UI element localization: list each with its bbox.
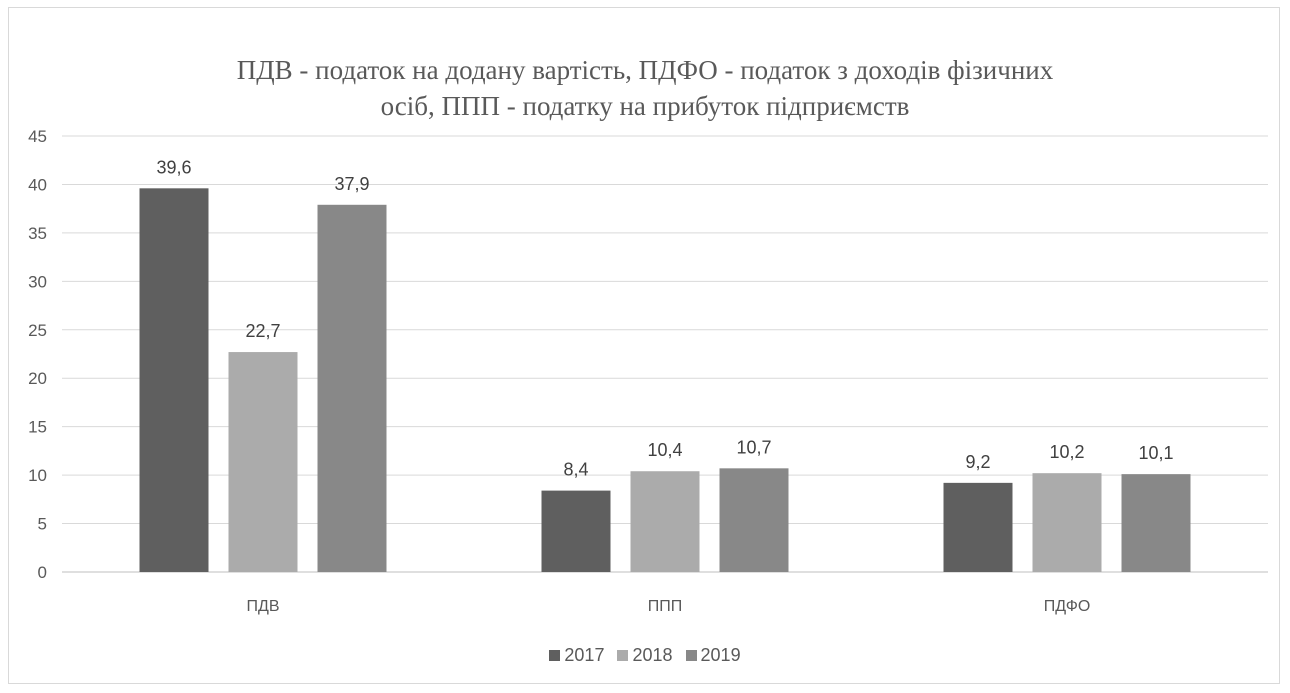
data-label: 10,4 — [647, 440, 682, 460]
bar-2017-ПДФО — [943, 482, 1013, 572]
data-label: 39,6 — [156, 157, 191, 177]
data-label: 10,1 — [1138, 443, 1173, 463]
data-label: 37,9 — [334, 174, 369, 194]
y-tick-label: 15 — [28, 418, 47, 437]
data-label: 9,2 — [965, 452, 990, 472]
bar-2019-ПДВ — [317, 204, 387, 572]
data-label: 22,7 — [245, 321, 280, 341]
data-label: 8,4 — [563, 460, 588, 480]
legend-swatch-2018 — [617, 650, 629, 661]
y-tick-label: 30 — [28, 272, 47, 291]
legend-item-2019: 2019 — [685, 645, 741, 666]
bar-2019-ППП — [719, 468, 789, 572]
bar-2018-ППП — [630, 471, 700, 572]
legend: 2017 2018 2019 — [0, 645, 1290, 666]
bar-2018-ПДВ — [228, 352, 298, 572]
y-tick-label: 10 — [28, 466, 47, 485]
data-label: 10,2 — [1049, 442, 1084, 462]
x-category-label: ПДВ — [246, 598, 279, 615]
legend-swatch-2019 — [685, 650, 697, 661]
legend-item-2017: 2017 — [549, 645, 604, 666]
x-category-label: ППП — [648, 598, 683, 615]
legend-label-2017: 2017 — [564, 645, 605, 665]
bar-2018-ПДФО — [1032, 473, 1102, 572]
y-tick-label: 0 — [38, 563, 47, 582]
y-tick-label: 25 — [28, 321, 47, 340]
chart-title: ПДВ - податок на додану вартість, ПДФО -… — [0, 52, 1290, 124]
legend-label-2018: 2018 — [632, 645, 673, 665]
y-tick-label: 45 — [28, 127, 47, 146]
x-category-label: ПДФО — [1044, 598, 1091, 615]
legend-swatch-2017 — [549, 650, 561, 661]
chart-title-line-2: осіб, ППП - податку на прибуток підприєм… — [380, 91, 910, 121]
y-tick-label: 35 — [28, 224, 47, 243]
legend-item-2018: 2018 — [617, 645, 673, 666]
y-tick-label: 20 — [28, 369, 47, 388]
y-tick-label: 40 — [28, 175, 47, 194]
data-label: 10,7 — [736, 437, 771, 457]
y-tick-label: 5 — [38, 515, 47, 534]
bar-2019-ПДФО — [1121, 474, 1191, 572]
chart-title-line-1: ПДВ - податок на додану вартість, ПДФО -… — [236, 55, 1054, 85]
bar-2017-ПДВ — [139, 188, 209, 572]
legend-label-2019: 2019 — [700, 645, 741, 665]
bar-2017-ППП — [541, 490, 611, 572]
